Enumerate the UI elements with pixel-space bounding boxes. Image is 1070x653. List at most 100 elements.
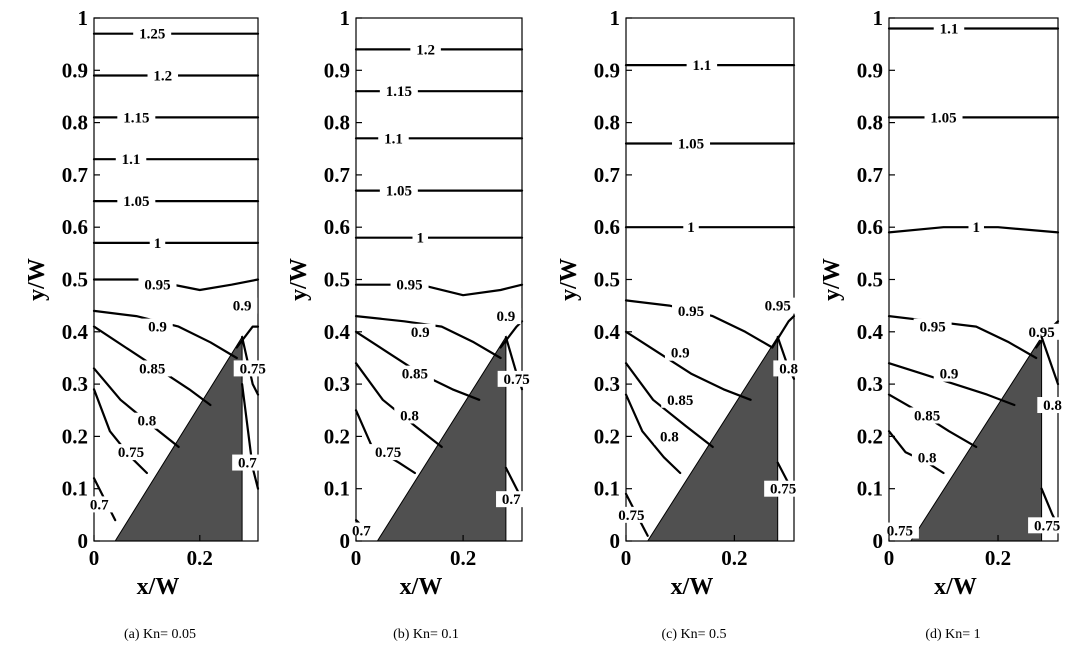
contour-label: 0.8 [1043,398,1062,414]
contour-label: 1.05 [386,184,412,200]
contour-label-bg [933,365,965,382]
y-tick-label: 0 [873,529,884,553]
y-tick-label: 1 [78,6,89,30]
y-tick-label: 0.3 [324,372,350,396]
contour-label-bg [880,522,919,539]
y-tick-label: 0.1 [324,477,350,501]
contour-label-bg [686,57,718,74]
contour-label-bg [142,318,173,335]
contour-line [241,383,260,490]
contour-line [241,335,260,396]
y-tick-label: 0.3 [594,372,620,396]
contour-label-bg [933,20,965,37]
contour-label: 1.1 [384,131,403,147]
contour-label: 0.95 [765,299,791,315]
contour-label: 0.75 [118,445,144,461]
x-axis-label: x/W [934,574,977,600]
contour-label-bg [112,444,151,461]
contour-panel-1: 1.25 1.2 1.15 1.1 1.05 1 0.95 0.9 0.85 0.8 0.75 0.7… [24,6,272,642]
contour-label-bg [490,308,522,325]
contour-label-bg [654,428,685,445]
contour-label-bg [379,83,418,100]
contour-label-bg [683,219,699,236]
y-tick-label: 1 [340,6,351,30]
contour-line [624,362,714,448]
x-tick-label: 0 [621,546,632,570]
contour-line [1040,335,1060,386]
y-tick-label: 0.5 [594,268,620,292]
contour-panel-3: 1.1 1.05 1 0.95 0.9 0.85 0.8 0.75 0.95 0.8 0.75 0 0.… [556,6,804,642]
contour-label-bg [233,360,272,377]
contour-line [887,362,1016,407]
y-tick-label: 0 [610,529,621,553]
y-tick-label: 0.8 [594,111,620,135]
y-tick-label: 0.2 [62,424,88,448]
contour-label: 0.75 [887,524,913,540]
y-tick-label: 0.8 [857,111,883,135]
y-tick-label: 0.2 [324,424,350,448]
x-axis-label: x/W [400,574,443,600]
contour-label: 0.75 [504,372,530,388]
x-tick-label: 0.2 [187,546,213,570]
contour-label: 0.9 [940,367,959,383]
contour-label-bg [496,491,527,508]
contour-label-bg [369,444,408,461]
contour-label-bg [405,323,436,340]
panel-caption: (c) Kn= 0.5 [661,627,726,642]
contour-label: 0.75 [1034,518,1060,534]
y-tick-label: 0.5 [62,268,88,292]
y-tick-label: 1 [610,6,621,30]
contour-label-bg [226,297,258,314]
y-tick-label: 0.4 [324,320,351,344]
contour-label-bg [115,151,147,168]
contour-label-bg [1037,397,1068,414]
x-tick-label: 0.2 [450,546,476,570]
contour-label-bg [232,454,263,471]
contour-label-bg [131,412,163,429]
contour-label: 1.1 [122,152,141,168]
panel-caption: (d) Kn= 1 [925,627,980,642]
obstacle-wedge [909,335,1043,542]
y-tick-label: 0.3 [62,372,88,396]
panel-caption: (a) Kn= 0.05 [124,627,196,642]
contour-label-bg [378,130,409,147]
y-tick-label: 1 [873,6,884,30]
x-tick-label: 0.2 [721,546,747,570]
contour-label-bg [149,234,166,251]
contour-label: 0.85 [914,408,940,424]
contour-label-bg [133,360,172,377]
contour-label: 1.25 [139,27,165,43]
contour-label: 1.2 [153,69,172,85]
contour-label: 1 [417,231,425,247]
contour-label: 0.7 [352,524,371,540]
y-axis-label: y/W [24,258,50,301]
y-axis-label: y/W [286,258,312,301]
contour-label-bg [346,522,377,539]
y-axis-label: y/W [819,258,845,301]
contour-label: 0.75 [375,445,401,461]
y-tick-label: 0.7 [62,163,88,187]
contour-label-bg [911,449,943,466]
y-tick-label: 0.7 [324,163,350,187]
y-tick-label: 0.6 [62,215,88,239]
x-tick-label: 0 [351,546,362,570]
contour-label: 0.9 [671,346,690,362]
x-tick-label: 0.2 [985,546,1011,570]
contour-line [92,278,260,292]
contour-label: 0.95 [919,320,945,336]
contour-label: 0.75 [240,361,266,377]
contour-line [92,309,238,360]
x-tick-label: 0 [884,546,895,570]
contour-label-bg [84,496,115,513]
panel-caption: (b) Kn= 0.1 [393,627,459,642]
y-tick-label: 0.2 [857,424,883,448]
y-tick-label: 0.7 [857,163,883,187]
y-tick-label: 0.8 [324,111,350,135]
contour-line [235,325,260,349]
contour-label: 0.95 [396,278,422,294]
y-tick-label: 0.6 [324,215,350,239]
contour-label: 0.8 [660,429,679,445]
y-tick-label: 0.1 [62,477,88,501]
contour-panel-4: 1.11.0510.950.90.850.80.750.950.80.7500.… [819,6,1068,642]
y-tick-label: 0.6 [857,215,883,239]
